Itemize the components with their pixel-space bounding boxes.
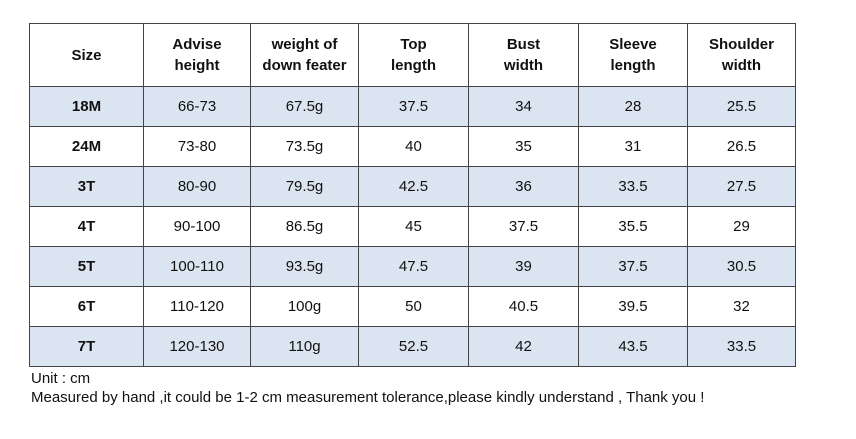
table-cell: 50 <box>358 286 469 327</box>
header-cell: Shoulder width <box>687 23 796 87</box>
table-cell: 43.5 <box>578 326 688 367</box>
table-cell: 35 <box>468 126 579 167</box>
table-cell: 39.5 <box>578 286 688 327</box>
size-table: Size Advise height weight of down feater Top l… <box>29 23 796 367</box>
header-line: width <box>503 57 544 74</box>
header-line: weight of <box>271 36 338 53</box>
header-cell: Top length <box>358 23 469 87</box>
table-cell: 36 <box>468 166 579 207</box>
table-cell: 110-120 <box>143 286 251 327</box>
table-cell: 120-130 <box>143 326 251 367</box>
header-line: Shoulder <box>708 36 774 53</box>
table-cell: 39 <box>468 246 579 287</box>
table-cell: 27.5 <box>687 166 796 207</box>
table-row: 5T 100-110 93.5g 47.5 39 37.5 30.5 <box>29 246 796 287</box>
header-row: Size Advise height weight of down feater Top l… <box>29 23 796 87</box>
table-cell: 4T <box>29 206 144 247</box>
table-cell: 29 <box>687 206 796 247</box>
table-cell: 28 <box>578 86 688 127</box>
header-cell: weight of down feater <box>250 23 359 87</box>
table-cell: 66-73 <box>143 86 251 127</box>
table-cell: 86.5g <box>250 206 359 247</box>
table-cell: 52.5 <box>358 326 469 367</box>
table-cell: 80-90 <box>143 166 251 207</box>
table-cell: 100-110 <box>143 246 251 287</box>
table-cell: 25.5 <box>687 86 796 127</box>
header-line: length <box>610 57 656 74</box>
table-row: 24M 73-80 73.5g 40 35 31 26.5 <box>29 126 796 167</box>
header-line: length <box>391 57 436 74</box>
table-cell: 40.5 <box>468 286 579 327</box>
header-line: down feater <box>262 57 347 74</box>
table-cell: 67.5g <box>250 86 359 127</box>
table-cell: 26.5 <box>687 126 796 167</box>
table-cell: 100g <box>250 286 359 327</box>
table-cell: 73-80 <box>143 126 251 167</box>
table-cell: 30.5 <box>687 246 796 287</box>
table-cell: 33.5 <box>687 326 796 367</box>
table-row: 18M 66-73 67.5g 37.5 34 28 25.5 <box>29 86 796 127</box>
header-line: Advise <box>172 36 222 53</box>
table-cell: 24M <box>29 126 144 167</box>
header-line: width <box>721 57 762 74</box>
table-cell: 93.5g <box>250 246 359 287</box>
table-row: 6T 110-120 100g 50 40.5 39.5 32 <box>29 286 796 327</box>
table-row: 3T 80-90 79.5g 42.5 36 33.5 27.5 <box>29 166 796 207</box>
table-row: 7T 120-130 110g 52.5 42 43.5 33.5 <box>29 326 796 367</box>
table-cell: 33.5 <box>578 166 688 207</box>
table-cell: 110g <box>250 326 359 367</box>
table-cell: 42 <box>468 326 579 367</box>
table-cell: 47.5 <box>358 246 469 287</box>
table-cell: 79.5g <box>250 166 359 207</box>
table-cell: 37.5 <box>358 86 469 127</box>
header-cell: Bust width <box>468 23 579 87</box>
table-cell: 18M <box>29 86 144 127</box>
header-cell: Sleeve length <box>578 23 688 87</box>
table-cell: 32 <box>687 286 796 327</box>
table-cell: 3T <box>29 166 144 207</box>
unit-note: Unit : cm <box>31 370 91 387</box>
table-cell: 5T <box>29 246 144 287</box>
header-line: Top <box>400 36 427 53</box>
table-row: 4T 90-100 86.5g 45 37.5 35.5 29 <box>29 206 796 247</box>
header-line: Sleeve <box>609 36 657 53</box>
table-cell: 7T <box>29 326 144 367</box>
header-cell: Advise height <box>143 23 251 87</box>
header-line: height <box>174 57 220 74</box>
tolerance-note: Measured by hand ,it could be 1-2 cm mea… <box>31 389 705 406</box>
table-cell: 40 <box>358 126 469 167</box>
table-cell: 35.5 <box>578 206 688 247</box>
table-cell: 73.5g <box>250 126 359 167</box>
header-line: Bust <box>506 36 541 53</box>
table-cell: 31 <box>578 126 688 167</box>
table-cell: 90-100 <box>143 206 251 247</box>
header-cell: Size <box>29 23 144 87</box>
table-cell: 37.5 <box>468 206 579 247</box>
table-cell: 34 <box>468 86 579 127</box>
header-line: Size <box>71 46 102 64</box>
table-cell: 6T <box>29 286 144 327</box>
table-cell: 45 <box>358 206 469 247</box>
table-cell: 37.5 <box>578 246 688 287</box>
table-cell: 42.5 <box>358 166 469 207</box>
